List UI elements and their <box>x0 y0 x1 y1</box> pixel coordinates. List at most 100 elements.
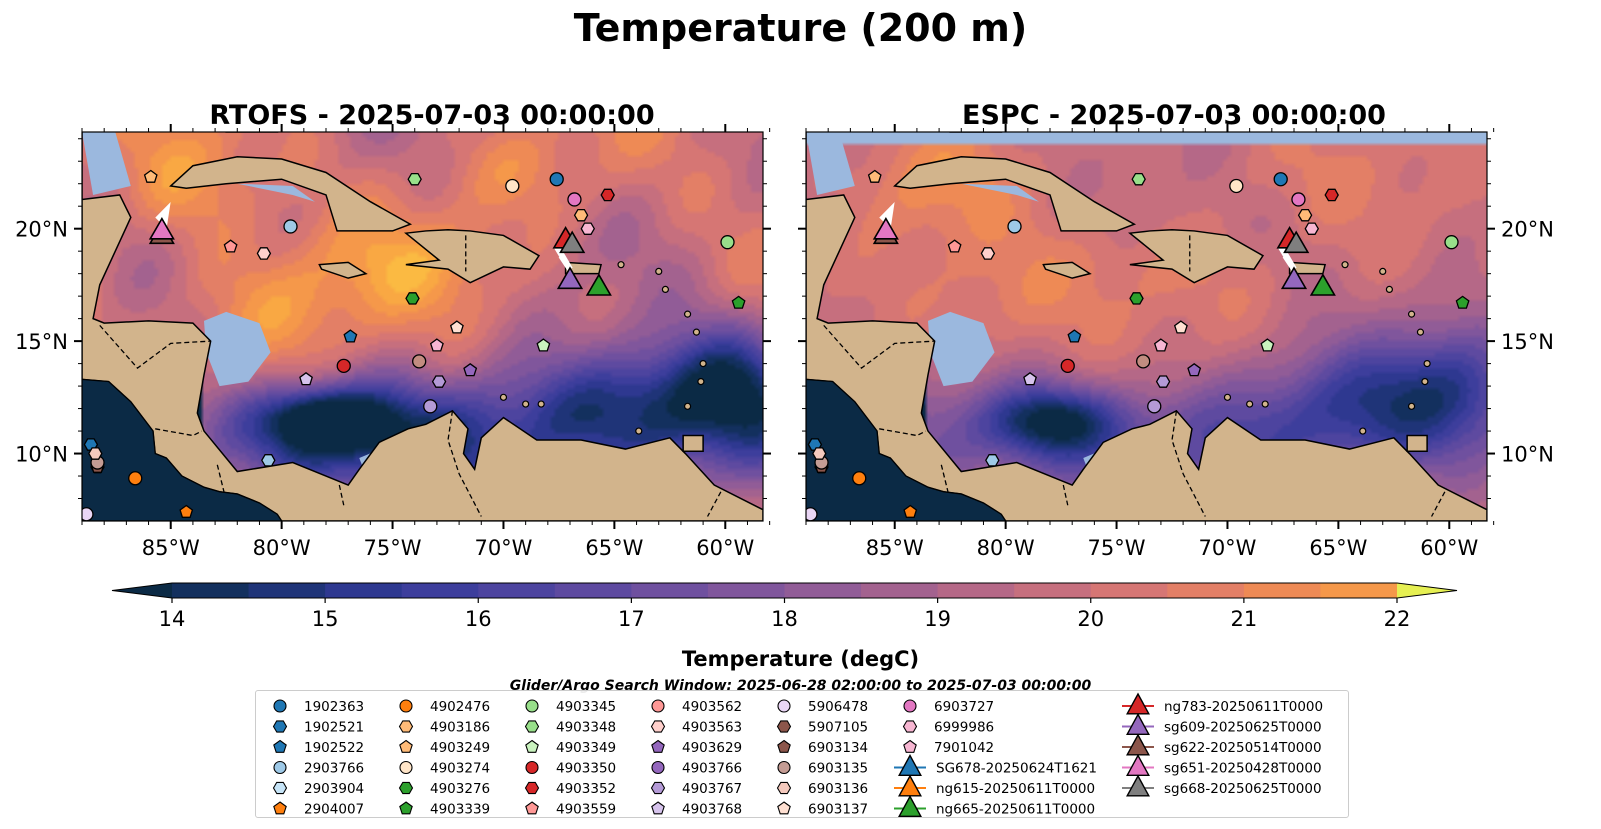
legend-marker <box>399 699 413 713</box>
legend-entry: 4903348 <box>524 720 616 736</box>
glider-marker-sg609-20250625T0000 <box>556 266 584 290</box>
land-tri <box>1406 434 1428 453</box>
legend-marker <box>1126 733 1150 756</box>
legend-label: 5906478 <box>808 699 868 715</box>
legend-label: 6903135 <box>808 761 868 777</box>
legend-marker <box>525 739 539 753</box>
argo-marker-2903766 <box>1007 219 1022 234</box>
argo-marker-4903766 <box>423 399 438 414</box>
legend-entry: 5907105 <box>776 720 868 736</box>
argo-marker-4903767 <box>1155 375 1171 388</box>
argo-marker-4903563 <box>256 247 272 260</box>
legend-label: 4902476 <box>430 699 490 715</box>
legend-entry: 4903563 <box>650 720 742 736</box>
argo-marker-4903348 <box>407 172 422 186</box>
argo-marker-4903339 <box>731 295 746 309</box>
lat-tick-label: 10°N <box>15 443 68 467</box>
argo-marker-1902363 <box>1273 172 1288 187</box>
legend-label: sg651-20250428T0000 <box>1164 761 1322 777</box>
argo-marker-2903766 <box>283 219 298 234</box>
legend-entry: 4903249 <box>399 739 490 756</box>
argo-marker-4903276 <box>1129 292 1144 305</box>
legend-label: 1902522 <box>304 740 364 756</box>
legend-marker <box>273 739 287 753</box>
legend-entry: 6903135 <box>777 761 868 777</box>
legend-entry: 1902522 <box>273 739 364 756</box>
map-frame <box>805 131 1488 522</box>
legend-entry: 2903766 <box>273 761 364 777</box>
glider-marker-sg651-20250428T0000 <box>148 216 175 240</box>
legend-label: 1902363 <box>304 699 364 715</box>
legend-entry: 4903276 <box>398 781 490 797</box>
legend-marker <box>776 720 792 733</box>
legend-entry: 4903768 <box>651 801 742 817</box>
argo-marker-4903563 <box>980 247 996 260</box>
land-florida <box>949 132 1003 133</box>
colorbar-tick-label: 17 <box>618 607 645 631</box>
colorbar-bin <box>1090 583 1168 598</box>
argo-marker-4902476 <box>128 471 143 486</box>
lat-tick-label: 15°N <box>1501 330 1554 354</box>
legend-marker <box>898 754 922 777</box>
argo-marker-4903274 <box>1229 178 1244 194</box>
colorbar-bin <box>937 583 1015 598</box>
argo-marker-4903768 <box>299 371 313 386</box>
legend-label: ng615-20250611T0000 <box>936 781 1095 797</box>
legend-label: 1902521 <box>304 720 364 736</box>
colorbar-tick-label: 14 <box>159 607 186 631</box>
lat-tick-label: 10°N <box>1501 443 1554 467</box>
legend-entry: 4903767 <box>650 781 742 797</box>
glider-marker-sg609-20250625T0000 <box>1280 266 1308 290</box>
legend-label: 4903348 <box>556 720 616 736</box>
legend-marker <box>273 699 287 713</box>
legend-marker <box>651 699 665 713</box>
legend-marker <box>777 699 791 713</box>
argo-marker-4903562 <box>1136 354 1151 369</box>
legend-marker <box>776 781 792 795</box>
argo-marker-7901042 <box>429 338 444 352</box>
legend-label: 4903186 <box>430 720 490 736</box>
argo-marker-4903345 <box>1444 235 1459 250</box>
glider-marker-sg651-20250428T0000 <box>872 216 899 240</box>
legend-entry: 4903629 <box>651 739 742 756</box>
glider-marker-sg668-20250625T0000 <box>559 230 586 254</box>
legend-marker <box>651 739 665 753</box>
legend-entry: 6999986 <box>902 720 994 736</box>
argo-marker-6903136 <box>88 447 103 460</box>
legend-marker <box>399 739 413 753</box>
panel-espc: 85°W 80°W 75°W 70°W 65°W 60°W 20°N 15°N 10°N <box>798 124 1554 560</box>
legend-entry: ng783-20250611T0000 <box>1122 692 1323 715</box>
legend-marker <box>1126 692 1150 715</box>
colorbar-bin <box>861 583 939 598</box>
legend-marker <box>399 801 413 815</box>
glider-marker-sg668-20250625T0000 <box>1283 230 1310 254</box>
colorbar-tick-label: 20 <box>1077 607 1104 631</box>
argo-marker-2903904 <box>985 454 1000 467</box>
argo-marker-4903766 <box>1147 399 1162 414</box>
legend-label: 2904007 <box>304 802 364 818</box>
legend-entry: 4903274 <box>399 761 490 777</box>
lat-tick-label: 20°N <box>15 218 68 242</box>
argo-marker-4903186 <box>1297 208 1313 222</box>
legend-entry: 4903349 <box>525 739 616 756</box>
colorbar-tick-label: 18 <box>771 607 798 631</box>
land-tri <box>682 434 704 453</box>
legend-entry: 4903186 <box>398 720 490 736</box>
legend-label: 4903349 <box>556 740 616 756</box>
colorbar-bin <box>1167 583 1245 598</box>
legend-label: 6903136 <box>808 781 868 797</box>
argo-marker-6903727 <box>1291 192 1306 207</box>
legend-marker <box>525 699 539 713</box>
legend-label: 4903339 <box>430 802 490 818</box>
legend-label: 6903134 <box>808 740 868 756</box>
argo-marker-2904007 <box>179 504 194 518</box>
argo-marker-4903348 <box>1131 172 1146 186</box>
legend-label: 4903563 <box>682 720 742 736</box>
argo-marker-4903339 <box>1455 295 1470 309</box>
colorbar-bin <box>784 583 862 598</box>
land-cuba <box>893 155 1137 232</box>
colorbar-bin <box>478 583 556 598</box>
legend-entry: 7901042 <box>903 739 994 756</box>
legend-label: sg668-20250625T0000 <box>1164 781 1322 797</box>
legend-marker <box>650 781 666 795</box>
